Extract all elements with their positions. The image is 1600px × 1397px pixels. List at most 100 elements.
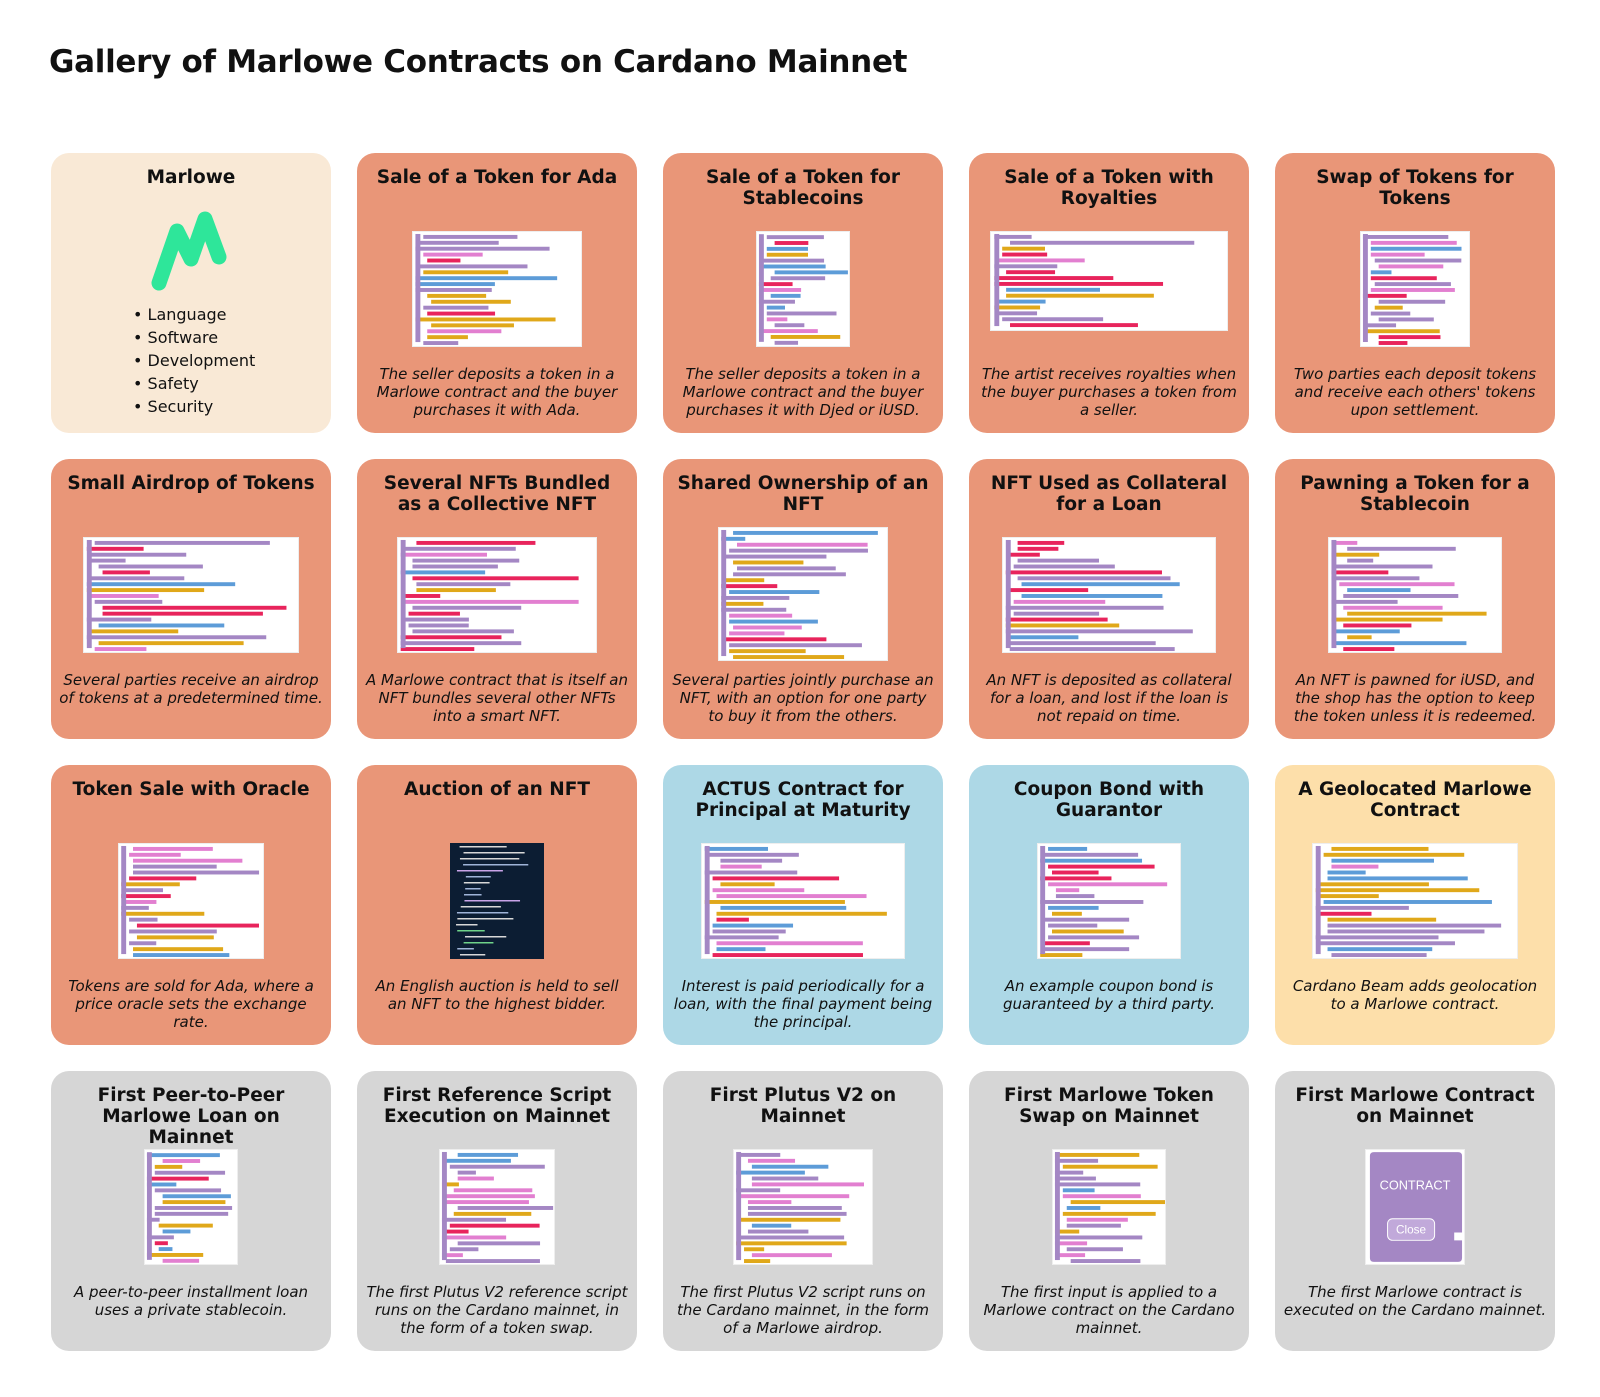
block-editor-preview [1331, 539, 1487, 652]
card-title: Small Airdrop of Tokens [67, 473, 315, 494]
contract-thumbnail [118, 843, 264, 959]
bullet-item: Security [133, 395, 255, 418]
contract-thumbnail [718, 527, 888, 661]
card-title: A Geolocated Marlowe Contract [1298, 779, 1532, 821]
card-title: Sale of a Token with Royalties [1004, 167, 1214, 209]
card-title: Sale of a Token for Ada [376, 167, 618, 188]
card-title: Auction of an NFT [404, 779, 590, 800]
contract-card[interactable]: Several NFTs Bundled as a Collective NFT… [357, 459, 637, 739]
block-editor-preview [994, 233, 1195, 328]
contract-card[interactable]: Sale of a Token for Stablecoins The selle… [663, 153, 943, 433]
card-title: Shared Ownership of an NFT [677, 473, 929, 515]
contract-thumbnail [1002, 537, 1216, 653]
block-editor-preview [1040, 845, 1168, 958]
contract-thumbnail [450, 843, 544, 959]
contract-card[interactable]: A Geolocated Marlowe Contract Cardano Bea… [1275, 765, 1555, 1045]
card-description: Tokens are sold for Ada, where a price o… [68, 977, 314, 1031]
marlowe-logo [151, 211, 227, 291]
contract-block-thumbnail: CONTRACT Close [1365, 1149, 1465, 1265]
card-title: First Plutus V2 on Mainnet [709, 1085, 897, 1127]
contract-card[interactable]: First Peer-to-Peer Marlowe Loan on Mainn… [51, 1071, 331, 1351]
card-title: NFT Used as Collateral for a Loan [990, 473, 1228, 515]
card-description: The seller deposits a token in a Marlowe… [682, 365, 924, 419]
contract-block-label: CONTRACT [1380, 1177, 1451, 1192]
card-title: First Peer-to-Peer Marlowe Loan on Mainn… [97, 1085, 285, 1148]
contract-thumbnail [1312, 843, 1518, 959]
card-description: The seller deposits a token in a Marlowe… [376, 365, 618, 419]
bullet-item: Safety [133, 372, 255, 395]
contract-card[interactable]: Small Airdrop of Tokens Several parties r… [51, 459, 331, 739]
card-description: An NFT is pawned for iUSD, and the shop … [1293, 671, 1537, 725]
card-title: Several NFTs Bundled as a Collective NFT [383, 473, 611, 515]
contract-card[interactable]: First Reference Script Execution on Main… [357, 1071, 637, 1351]
contract-gallery-grid: Marlowe Language Software Development Sa… [51, 153, 1555, 1351]
block-editor-preview [704, 845, 887, 958]
card-description: The artist receives royalties when the b… [981, 365, 1237, 419]
card-description: Two parties each deposit tokens and rece… [1293, 365, 1537, 419]
block-editor-preview [1315, 845, 1502, 958]
contract-card[interactable]: First Plutus V2 on Mainnet The first Plut… [663, 1071, 943, 1351]
contract-card[interactable]: Swap of Tokens for Tokens Two parties eac… [1275, 153, 1555, 433]
contract-card[interactable]: NFT Used as Collateral for a Loan An NFT … [969, 459, 1249, 739]
contract-card[interactable]: ACTUS Contract for Principal at Maturity… [663, 765, 943, 1045]
block-editor-preview [456, 846, 529, 956]
contract-thumbnail [1052, 1149, 1166, 1265]
contract-card[interactable]: Pawning a Token for a Stablecoin An NFT i… [1275, 459, 1555, 739]
card-description: An English auction is held to sell an NF… [375, 977, 619, 1013]
contract-thumbnail [990, 231, 1228, 331]
card-description: The first input is applied to a Marlowe … [983, 1283, 1235, 1337]
contract-card[interactable]: Sale of a Token for Ada The seller deposi… [357, 153, 637, 433]
card-title: Sale of a Token for Stablecoins [706, 167, 900, 209]
card-description: The first Plutus V2 script runs on the C… [676, 1283, 930, 1337]
contract-thumbnail [83, 537, 299, 653]
bullet-item: Language [133, 303, 255, 326]
contract-thumbnail [701, 843, 905, 959]
contract-card[interactable]: Coupon Bond with Guarantor An example cou… [969, 765, 1249, 1045]
contract-thumbnail [1037, 843, 1181, 959]
card-description: Cardano Beam adds geolocation to a Marlo… [1292, 977, 1538, 1013]
card-description: An NFT is deposited as collateral for a … [986, 671, 1232, 725]
card-title: ACTUS Contract for Principal at Maturity [695, 779, 911, 821]
card-title: First Reference Script Execution on Main… [382, 1085, 612, 1127]
card-title: Swap of Tokens for Tokens [1316, 167, 1514, 209]
contract-thumbnail [1360, 231, 1470, 347]
contract-card[interactable]: Auction of an NFT An English auction is h… [357, 765, 637, 1045]
card-title: Token Sale with Oracle [72, 779, 310, 800]
block-editor-preview [441, 1151, 554, 1264]
contract-card[interactable]: Token Sale with Oracle Tokens are sold fo… [51, 765, 331, 1045]
bullet-item: Software [133, 326, 255, 349]
block-editor-preview [146, 1152, 233, 1263]
contract-card[interactable]: Shared Ownership of an NFT Several partie… [663, 459, 943, 739]
card-description: Interest is paid periodically for a loan… [673, 977, 933, 1031]
contract-thumbnail [733, 1149, 873, 1265]
block-editor-preview [415, 233, 558, 346]
contract-thumbnail [397, 537, 597, 653]
block-editor-preview [758, 234, 848, 345]
close-block-label: Close [1396, 1223, 1427, 1236]
block-editor-preview [1005, 539, 1193, 652]
contract-thumbnail [144, 1149, 238, 1265]
contract-card[interactable]: First Marlowe Token Swap on Mainnet The f… [969, 1071, 1249, 1351]
contract-thumbnail [412, 231, 582, 347]
card-description: An example coupon bond is guaranteed by … [1002, 977, 1216, 1013]
block-editor-preview [721, 529, 878, 660]
intro-title: Marlowe [146, 167, 236, 188]
card-description: A peer-to-peer installment loan uses a p… [73, 1283, 309, 1319]
card-description: The first Marlowe contract is executed o… [1283, 1283, 1547, 1319]
contract-card[interactable]: First Marlowe Contract on Mainnet CONTRA… [1275, 1071, 1555, 1351]
card-title: First Marlowe Contract on Mainnet [1295, 1085, 1535, 1127]
card-description: The first Plutus V2 reference script run… [366, 1283, 628, 1337]
bullet-item: Development [133, 349, 256, 372]
contract-card[interactable]: Sale of a Token with Royalties The artist… [969, 153, 1249, 433]
block-editor-preview [1054, 1151, 1165, 1263]
card-description: Several parties jointly purchase an NFT,… [672, 671, 934, 725]
card-description: A Marlowe contract that is itself an NFT… [366, 671, 628, 725]
block-editor-preview [121, 845, 260, 958]
card-title: Coupon Bond with Guarantor [1013, 779, 1205, 821]
card-description: Several parties receive an airdrop of to… [59, 671, 323, 707]
contract-thumbnail [756, 231, 850, 347]
card-title: Pawning a Token for a Stablecoin [1300, 473, 1530, 515]
card-title: First Marlowe Token Swap on Mainnet [1004, 1085, 1214, 1127]
intro-card: Marlowe Language Software Development Sa… [51, 153, 331, 433]
block-editor-preview [736, 1151, 864, 1264]
